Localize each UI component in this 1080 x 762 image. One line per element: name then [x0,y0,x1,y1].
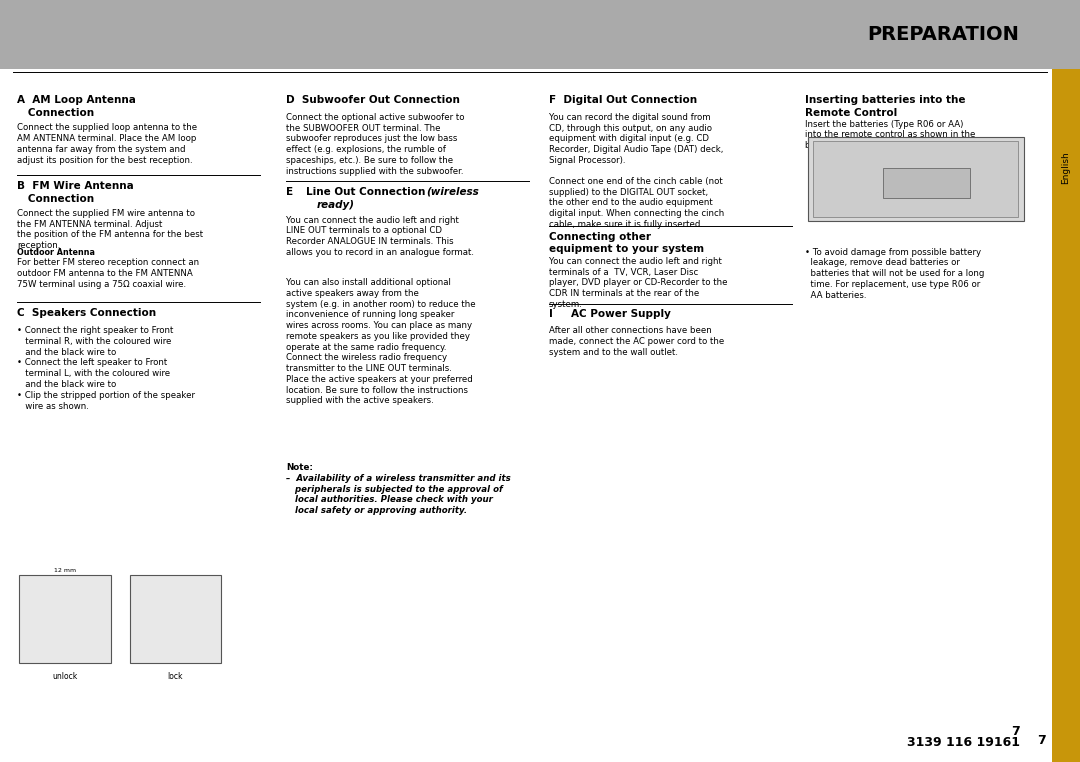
Text: Line Out Connection: Line Out Connection [306,187,429,197]
Text: • Connect the left speaker to Front
   terminal L, with the coloured wire
   and: • Connect the left speaker to Front term… [17,358,171,389]
Text: Connect the optional active subwoofer to
the SUBWOOFER OUT terminal. The
subwoof: Connect the optional active subwoofer to… [286,113,464,175]
Text: E: E [286,187,294,197]
Text: Connect one end of the cinch cable (not
supplied) to the DIGITAL OUT socket,
the: Connect one end of the cinch cable (not … [549,177,724,229]
Text: • Connect the right speaker to Front
   terminal R, with the coloured wire
   an: • Connect the right speaker to Front ter… [17,326,174,357]
Text: After all other connections have been
made, connect the AC power cord to the
sys: After all other connections have been ma… [549,326,724,357]
Bar [808,137,1024,221]
Text: You can record the digital sound from
CD, through this output, on any audio
equi: You can record the digital sound from CD… [549,113,723,165]
Text: 12 mm: 12 mm [54,568,77,573]
Text: 7: 7 [1011,725,1020,738]
Text: • To avoid damage from possible battery
  leakage, remove dead batteries or
  ba: • To avoid damage from possible battery … [805,248,984,299]
Text: PREPARATION: PREPARATION [867,25,1020,43]
Bar [813,141,1018,217]
Bar [19,575,111,663]
Text: F  Digital Out Connection: F Digital Out Connection [549,95,697,105]
Text: Note:: Note: [286,463,313,472]
Text: Connect the supplied FM wire antenna to
the FM ANTENNA terminal. Adjust
the posi: Connect the supplied FM wire antenna to … [17,209,203,250]
Text: C  Speakers Connection: C Speakers Connection [17,308,157,318]
Bar [883,168,970,198]
Text: English: English [1062,152,1070,184]
Text: unlock: unlock [53,672,78,681]
Text: You can connect the audio left and right
terminals of a  TV, VCR, Laser Disc
pla: You can connect the audio left and right… [549,257,727,309]
Text: B  FM Wire Antenna
   Connection: B FM Wire Antenna Connection [17,181,134,203]
Text: For better FM stereo reception connect an
outdoor FM antenna to the FM ANTENNA
7: For better FM stereo reception connect a… [17,258,200,289]
Text: A  AM Loop Antenna
   Connection: A AM Loop Antenna Connection [17,95,136,117]
Text: –  Availability of a wireless transmitter and its
   peripherals is subjected to: – Availability of a wireless transmitter… [286,474,511,515]
Text: (wireless: (wireless [427,187,480,197]
Text: • Clip the stripped portion of the speaker
   wire as shown.: • Clip the stripped portion of the speak… [17,391,195,411]
Text: lock: lock [167,672,184,681]
Text: D  Subwoofer Out Connection: D Subwoofer Out Connection [286,95,460,105]
Text: 7: 7 [1037,734,1045,748]
Text: I     AC Power Supply: I AC Power Supply [549,309,671,319]
Text: 3139 116 19161: 3139 116 19161 [906,736,1020,750]
Text: You can connect the audio left and right
LINE OUT terminals to a optional CD
Rec: You can connect the audio left and right… [286,216,474,257]
Text: ready): ready) [316,200,354,210]
Text: Inserting batteries into the
Remote Control: Inserting batteries into the Remote Cont… [805,95,966,117]
Bar [130,575,221,663]
Text: Outdoor Antenna: Outdoor Antenna [17,248,95,258]
Bar [0,0,1080,69]
Text: You can also install additional optional
active speakers away from the
system (e: You can also install additional optional… [286,278,476,405]
Bar [1052,69,1080,762]
Text: Insert the batteries (Type R06 or AA)
into the remote control as shown in the
ba: Insert the batteries (Type R06 or AA) in… [805,120,975,150]
Text: Connecting other
equipment to your system: Connecting other equipment to your syste… [549,232,704,254]
Text: Connect the supplied loop antenna to the
AM ANTENNA terminal. Place the AM loop
: Connect the supplied loop antenna to the… [17,123,198,165]
